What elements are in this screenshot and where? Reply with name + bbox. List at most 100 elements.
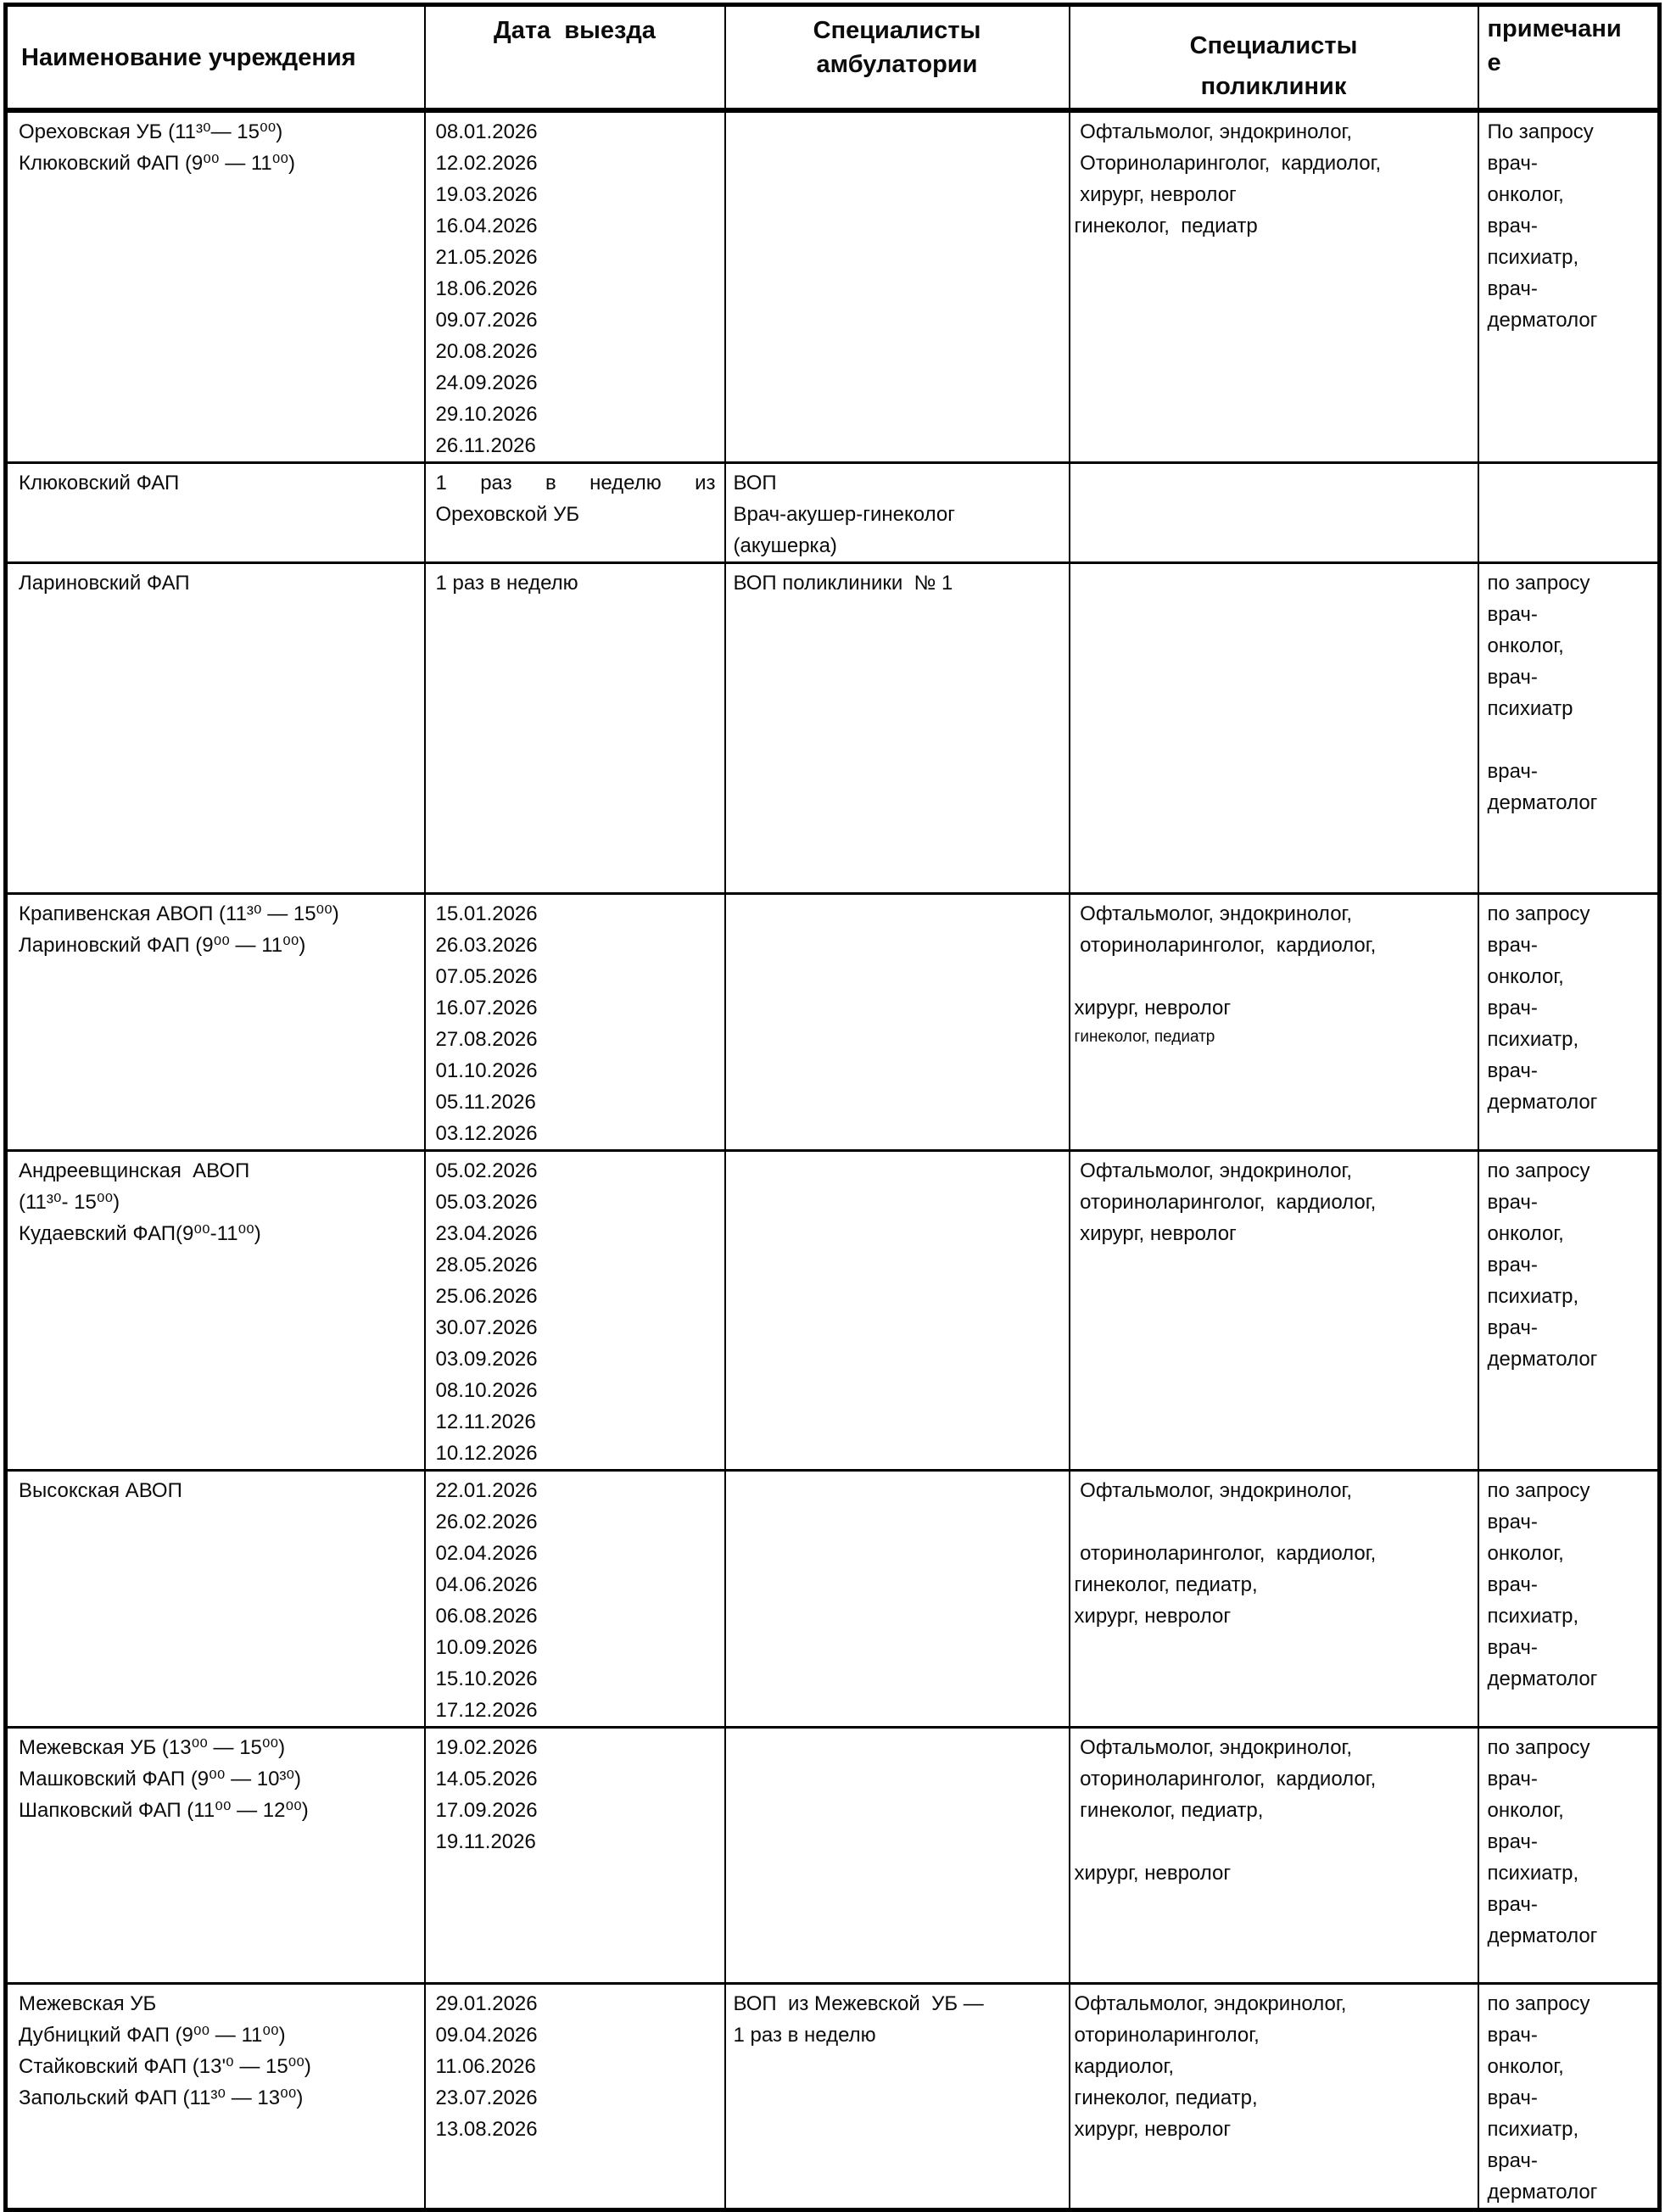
cell-line: 27.08.2026 — [435, 1028, 538, 1051]
cell-line: врач- — [1487, 2024, 1538, 2047]
cell-line: 22.01.2026 — [435, 1479, 538, 1502]
cell-line: 1 раз в неделю — [733, 2024, 876, 2047]
cell-line: 17.09.2026 — [435, 1799, 538, 1822]
cell-polyclinic-specialists: Офтальмолог, эндокринолог, оториноларинг… — [1068, 1726, 1479, 1985]
cell-line: психиатр, — [1487, 1028, 1579, 1051]
cell-institution: Межевская УБ Дубницкий ФАП (9⁰⁰ — 11⁰⁰) Ст… — [4, 1982, 426, 2211]
header-institution: Наименование учреждения — [4, 3, 426, 113]
table-body: Ореховская УБ (11³⁰— 15⁰⁰) Клюковский ФАП… — [4, 109, 1661, 2211]
cell-note: по запросу врач-онколог, врач-психиатр, вра… — [1477, 1469, 1661, 1729]
cell-line: 30.07.2026 — [435, 1316, 538, 1339]
cell-line: дерматолог — [1487, 791, 1598, 814]
cell-line: психиатр, — [1487, 2118, 1579, 2141]
cell-note: По запросу врач-онколог, врач-психиатр, вра… — [1477, 109, 1661, 464]
cell-line: врач- — [1487, 1573, 1538, 1596]
cell-line: дерматолог — [1487, 1667, 1598, 1690]
cell-line: 15.10.2026 — [435, 1667, 538, 1690]
cell-dates: 08.01.2026 12.02.2026 19.03.2026 16.04.2026… — [423, 109, 726, 464]
cell-line: Клюковский ФАП (9⁰⁰ — 11⁰⁰) — [19, 152, 296, 175]
cell-line: 06.08.2026 — [435, 1605, 538, 1628]
cell-line: кардиолог, — [1074, 2055, 1175, 2078]
cell-dates: 1 раз в неделю — [423, 561, 726, 895]
cell-line: врач- — [1487, 1830, 1538, 1853]
cell-line: онколог, — [1487, 183, 1564, 206]
cell-line: 19.11.2026 — [435, 1830, 536, 1853]
cell-line: 09.04.2026 — [435, 2024, 538, 2047]
cell-line: 24.09.2026 — [435, 371, 538, 394]
cell-line: Офтальмолог, эндокринолог, — [1074, 1479, 1353, 1502]
cell-line: (11³⁰- 15⁰⁰) — [19, 1191, 120, 1214]
cell-line: по запросу — [1487, 902, 1590, 925]
cell-line: по запросу — [1487, 1479, 1590, 1502]
cell-line: 28.05.2026 — [435, 1254, 538, 1276]
cell-line — [1075, 1506, 1474, 1538]
cell-line: 26.03.2026 — [435, 934, 538, 957]
cell-line: 29.10.2026 — [435, 403, 538, 426]
cell-ambulatory-specialists — [724, 1726, 1070, 1985]
cell-line: 23.07.2026 — [435, 2086, 538, 2109]
cell-line: 13.08.2026 — [435, 2118, 538, 2141]
cell-line: Ореховская УБ (11³⁰— 15⁰⁰) — [19, 120, 283, 143]
cell-line: врач- — [1487, 2086, 1538, 2109]
cell-line: 08.01.2026 — [435, 120, 538, 143]
cell-line: 03.09.2026 — [435, 1348, 538, 1371]
header-row: Наименование учреждения Дата выезда Спец… — [4, 3, 1661, 113]
cell-line: Высокская АВОП — [19, 1479, 182, 1502]
cell-line: 20.08.2026 — [435, 340, 538, 363]
cell-ambulatory-specialists — [724, 892, 1070, 1152]
cell-institution: Андреевщинская АВОП (11³⁰- 15⁰⁰) Кудаевски… — [4, 1149, 426, 1472]
cell-note — [1477, 461, 1661, 564]
cell-line: Крапивенская АВОП (11³⁰ — 15⁰⁰) — [19, 902, 339, 925]
cell-line: 16.07.2026 — [435, 997, 538, 1019]
cell-line: врач- — [1487, 215, 1538, 237]
cell-line: 16.04.2026 — [435, 215, 538, 237]
cell-line: 02.04.2026 — [435, 1542, 538, 1565]
cell-note: по запросу врач-онколог, врач-психиатр, вра… — [1477, 1982, 1661, 2211]
cell-line: врач- — [1487, 1893, 1538, 1916]
cell-dates: 19.02.2026 14.05.2026 17.09.2026 19.11.2026 — [423, 1726, 726, 1985]
cell-dates: 29.01.2026 09.04.2026 11.06.2026 23.07.2026… — [423, 1982, 726, 2211]
cell-line: врач- — [1487, 760, 1538, 783]
cell-line: по запросу — [1487, 1736, 1590, 1759]
cell-line: врач- — [1487, 1191, 1538, 1214]
cell-line: оториноларинголог, кардиолог, — [1074, 1542, 1377, 1565]
cell-line: 11.06.2026 — [435, 2055, 536, 2078]
cell-institution: Высокская АВОП — [4, 1469, 426, 1729]
table-row: Крапивенская АВОП (11³⁰ — 15⁰⁰) Лариновск… — [4, 892, 1661, 1152]
cell-line: 29.01.2026 — [435, 1992, 538, 2015]
header-line: поликлиник — [1200, 73, 1347, 100]
cell-line: врач- — [1487, 603, 1538, 626]
cell-line: Кудаевский ФАП(9⁰⁰-11⁰⁰) — [19, 1222, 261, 1245]
cell-institution: Клюковский ФАП — [4, 461, 426, 564]
cell-dates: 1 раз в неделю из Ореховской УБ — [423, 461, 726, 564]
cell-line: врач- — [1487, 997, 1538, 1019]
cell-line: Машковский ФАП (9⁰⁰ — 10³⁰) — [19, 1768, 302, 1790]
cell-line: гинеколог, педиатр — [1074, 1028, 1215, 1046]
cell-line: 10.12.2026 — [435, 1442, 538, 1465]
cell-line: Межевская УБ (13⁰⁰ — 15⁰⁰) — [19, 1736, 286, 1759]
cell-line: врач- — [1487, 277, 1538, 300]
table-row: Клюковский ФАП 1 раз в неделю из Ореховск… — [4, 461, 1661, 564]
cell-polyclinic-specialists — [1068, 561, 1479, 895]
cell-line: по запросу — [1487, 1159, 1590, 1182]
cell-polyclinic-specialists: Офтальмолог, эндокринолог, оториноларинг… — [1068, 1469, 1479, 1729]
cell-line: врач- — [1487, 1511, 1538, 1533]
cell-line: 1 раз в неделю — [435, 572, 578, 595]
header-line: Специалисты — [1189, 32, 1358, 59]
cell-line: хирург, невролог — [1074, 997, 1232, 1019]
header-line: е — [1487, 49, 1501, 76]
cell-ambulatory-specialists — [724, 1469, 1070, 1729]
cell-line: Врач-акушер-гинеколог — [733, 503, 955, 526]
cell-line: 18.06.2026 — [435, 277, 538, 300]
header-line: Дата выезда — [494, 17, 656, 44]
cell-dates: 05.02.2026 05.03.2026 23.04.2026 28.05.2026… — [423, 1149, 726, 1472]
cell-line: Клюковский ФАП — [19, 472, 180, 494]
cell-line: ВОП — [733, 472, 777, 494]
table-row: Межевская УБ Дубницкий ФАП (9⁰⁰ — 11⁰⁰) Ст… — [4, 1982, 1661, 2211]
header-note: примечани е — [1477, 3, 1661, 113]
cell-line: 05.03.2026 — [435, 1191, 538, 1214]
cell-institution: Ореховская УБ (11³⁰— 15⁰⁰) Клюковский ФАП… — [4, 109, 426, 464]
cell-polyclinic-specialists — [1068, 461, 1479, 564]
cell-line: 12.02.2026 — [435, 152, 538, 175]
table-row: Высокская АВОП 22.01.2026 26.02.2026 02.04.… — [4, 1469, 1661, 1729]
